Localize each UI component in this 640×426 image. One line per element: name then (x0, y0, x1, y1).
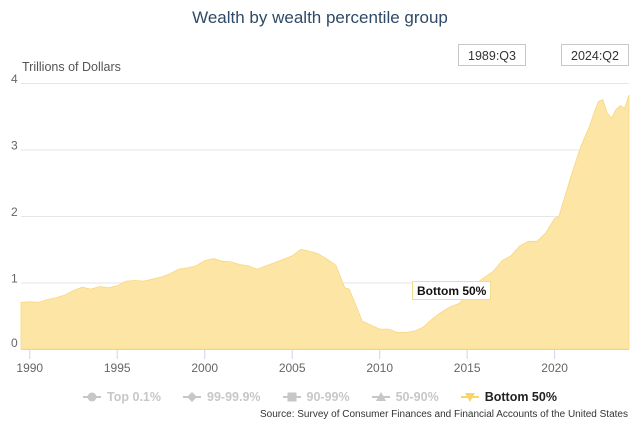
y-tick-label: 2 (11, 205, 18, 219)
legend-label: Bottom 50% (484, 390, 557, 404)
y-axis-label: Trillions of Dollars (22, 60, 121, 74)
source-note: Source: Survey of Consumer Finances and … (260, 409, 628, 420)
y-axis-ticks: 0 1 2 3 4 (11, 72, 18, 350)
square-marker-icon (282, 391, 301, 403)
x-tick-label: 2000 (191, 361, 218, 375)
x-axis-ticks: 1990 1995 2000 2005 2010 2015 2020 (16, 350, 568, 375)
legend-label: 50-90% (395, 390, 439, 404)
y-tick-label: 0 (11, 336, 18, 350)
x-tick-label: 1990 (16, 361, 43, 375)
triangle-marker-icon (371, 391, 390, 403)
bottom-50-area-series[interactable] (20, 94, 630, 350)
x-tick-label: 2005 (279, 361, 306, 375)
legend-label: Top 0.1% (107, 390, 161, 404)
x-tick-label: 2015 (454, 361, 481, 375)
range-end-input[interactable]: 2024:Q2 (561, 44, 629, 66)
series-annotation-label: Bottom 50% (412, 281, 492, 300)
triangle-down-marker-icon (460, 391, 479, 403)
y-tick-label: 3 (11, 139, 18, 153)
plot-area[interactable]: 0 1 2 3 4 1990 1995 2000 2005 2010 2015 2020 (0, 0, 640, 390)
range-start-input[interactable]: 1989:Q3 (458, 44, 526, 66)
x-tick-label: 2010 (366, 361, 393, 375)
legend-item-top-0-1[interactable]: Top 0.1% (83, 390, 161, 404)
legend-label: 90-99% (306, 390, 350, 404)
x-tick-label: 1995 (104, 361, 131, 375)
legend: Top 0.1% 99-99.9% 90-99% 50-90% Bottom 50% (0, 390, 640, 404)
legend-item-50-90[interactable]: 50-90% (371, 390, 439, 404)
y-tick-label: 4 (11, 72, 18, 86)
x-tick-label: 2020 (541, 361, 568, 375)
legend-item-90-99[interactable]: 90-99% (282, 390, 350, 404)
legend-item-bottom-50[interactable]: Bottom 50% (460, 390, 557, 404)
circle-marker-icon (83, 391, 102, 403)
chart-title: Wealth by wealth percentile group (192, 8, 448, 27)
y-tick-label: 1 (11, 272, 18, 286)
legend-item-99-99-9[interactable]: 99-99.9% (183, 390, 261, 404)
diamond-marker-icon (183, 391, 201, 403)
legend-label: 99-99.9% (207, 390, 261, 404)
